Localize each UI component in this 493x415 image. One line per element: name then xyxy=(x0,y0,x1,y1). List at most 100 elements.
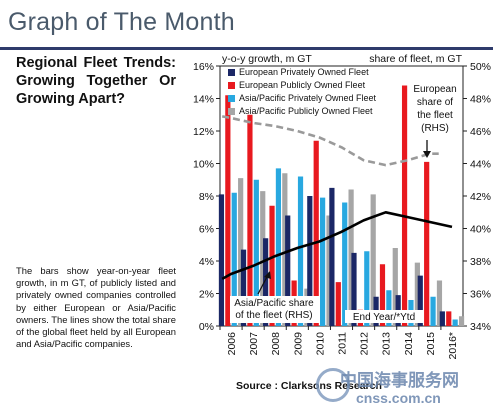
x-tick-label: 2007 xyxy=(248,332,260,356)
end-year-annotation: End Year/*Ytd xyxy=(353,312,415,323)
subtitle-word: Trends: xyxy=(123,55,176,71)
bar-ap-public xyxy=(458,316,465,326)
y-right-axis-label: share of fleet, m GT xyxy=(369,53,462,65)
subtitle-word: Or xyxy=(159,73,176,89)
y-right-tick-label: 46% xyxy=(470,126,491,138)
bar-eu-private xyxy=(307,196,313,326)
bar-ap-private xyxy=(452,319,458,326)
bar-ap-private xyxy=(253,179,259,326)
european-share-annotation: the fleet xyxy=(417,110,453,121)
bar-ap-public xyxy=(260,191,266,326)
bar-eu-public xyxy=(225,95,231,326)
bar-eu-private xyxy=(263,238,269,326)
legend-label: Asia/Pacific Publicly Owned Fleet xyxy=(239,106,373,116)
y-right-tick-label: 40% xyxy=(470,224,491,236)
bar-ap-private xyxy=(430,296,436,326)
legend-swatch xyxy=(228,82,235,89)
bar-eu-public xyxy=(269,205,275,326)
y-right-tick-label: 36% xyxy=(470,289,491,301)
x-tick-label: 2010 xyxy=(314,332,326,356)
bar-eu-private xyxy=(417,275,423,326)
x-tick-label: 2006 xyxy=(226,332,238,356)
european-share-annotation: (RHS) xyxy=(421,123,449,134)
subtitle-line-2: Growing Together Or xyxy=(16,72,176,90)
legend-label: Asia/Pacific Privately Owned Fleet xyxy=(239,93,377,103)
bar-eu-public xyxy=(313,140,319,326)
bar-ap-private xyxy=(342,202,348,326)
bar-ap-public xyxy=(282,173,288,326)
chart-subtitle: Regional Fleet Trends: Growing Together … xyxy=(16,54,176,108)
subtitle-line-3: Growing Apart? xyxy=(16,90,176,108)
y-left-tick-label: 0% xyxy=(199,321,214,333)
asia-pacific-share-annotation: of the fleet (RHS) xyxy=(235,310,312,321)
bar-eu-private xyxy=(351,252,357,326)
bar-eu-public xyxy=(379,264,386,326)
bar-ap-public xyxy=(370,194,376,326)
y-right-tick-label: 42% xyxy=(470,191,491,203)
legend-swatch xyxy=(228,95,235,102)
x-tick-label: 2016* xyxy=(447,332,459,359)
european-share-annotation: European xyxy=(413,84,456,95)
bar-ap-public xyxy=(392,248,398,326)
watermark-url: cnss.com.cn xyxy=(356,390,441,406)
asia-pacific-share-annotation: Asia/Pacific share xyxy=(234,298,314,309)
y-left-tick-label: 16% xyxy=(193,61,214,73)
bar-eu-private xyxy=(329,187,335,326)
asia-pacific-annotation-bg xyxy=(230,296,319,323)
y-left-tick-label: 14% xyxy=(193,94,214,106)
bar-eu-private xyxy=(285,215,291,326)
y-right-tick-label: 48% xyxy=(470,94,491,106)
subtitle-word: Fleet xyxy=(83,55,118,71)
x-tick-label: 2013 xyxy=(381,332,393,356)
bar-ap-private xyxy=(231,192,237,326)
y-left-tick-label: 2% xyxy=(199,289,214,301)
chart-caption: The bars show year-on-year fleet growth,… xyxy=(16,265,176,350)
bar-ap-public xyxy=(348,189,354,326)
end-year-annotation-bg xyxy=(345,310,423,323)
bar-ap-public xyxy=(238,178,244,326)
bar-eu-public xyxy=(424,161,430,326)
subtitle-line-1: Regional Fleet Trends: xyxy=(16,54,176,72)
bar-eu-public xyxy=(247,114,253,326)
european-share-line xyxy=(221,115,439,167)
bar-ap-public xyxy=(436,280,443,326)
y-right-tick-label: 50% xyxy=(470,61,491,73)
title-divider xyxy=(0,47,493,50)
y-left-tick-label: 12% xyxy=(193,126,214,138)
bar-ap-private xyxy=(386,290,392,326)
european-share-arrow-head xyxy=(423,151,431,158)
bar-ap-private xyxy=(320,197,326,326)
y-left-tick-label: 4% xyxy=(199,256,214,268)
y-left-tick-label: 10% xyxy=(193,159,214,171)
x-tick-label: 2014 xyxy=(403,332,415,356)
bar-eu-public xyxy=(446,311,452,326)
bar-eu-public xyxy=(401,85,408,326)
bar-ap-public xyxy=(414,262,420,326)
y-right-tick-label: 44% xyxy=(470,159,491,171)
bar-eu-private xyxy=(240,249,247,326)
y-right-tick-label: 34% xyxy=(470,321,491,333)
subtitle-word: Growing Apart? xyxy=(16,91,126,107)
x-tick-label: 2008 xyxy=(270,332,282,356)
subtitle-word: Regional xyxy=(16,55,78,71)
asia-pacific-arrow-head xyxy=(264,271,271,279)
y-right-tick-label: 38% xyxy=(470,256,491,268)
bar-eu-private xyxy=(218,194,225,326)
bar-ap-private xyxy=(364,251,370,326)
bar-ap-private xyxy=(297,176,304,326)
watermark-logo xyxy=(316,368,350,402)
x-tick-label: 2009 xyxy=(292,332,304,356)
legend-swatch xyxy=(228,108,235,115)
bar-ap-public xyxy=(326,215,332,326)
x-tick-label: 2012 xyxy=(359,332,371,356)
watermark-text: 中国海事服务网 xyxy=(340,371,459,390)
legend-label: European Publicly Owned Fleet xyxy=(239,80,366,90)
legend-swatch xyxy=(228,69,235,76)
european-share-annotation: share of xyxy=(417,97,453,108)
asia-pacific-arrow-shaft xyxy=(257,274,269,295)
page-title: Graph of The Month xyxy=(8,8,235,36)
y-left-tick-label: 6% xyxy=(199,224,214,236)
y-left-tick-label: 8% xyxy=(199,191,214,203)
subtitle-word: Growing xyxy=(16,73,75,89)
